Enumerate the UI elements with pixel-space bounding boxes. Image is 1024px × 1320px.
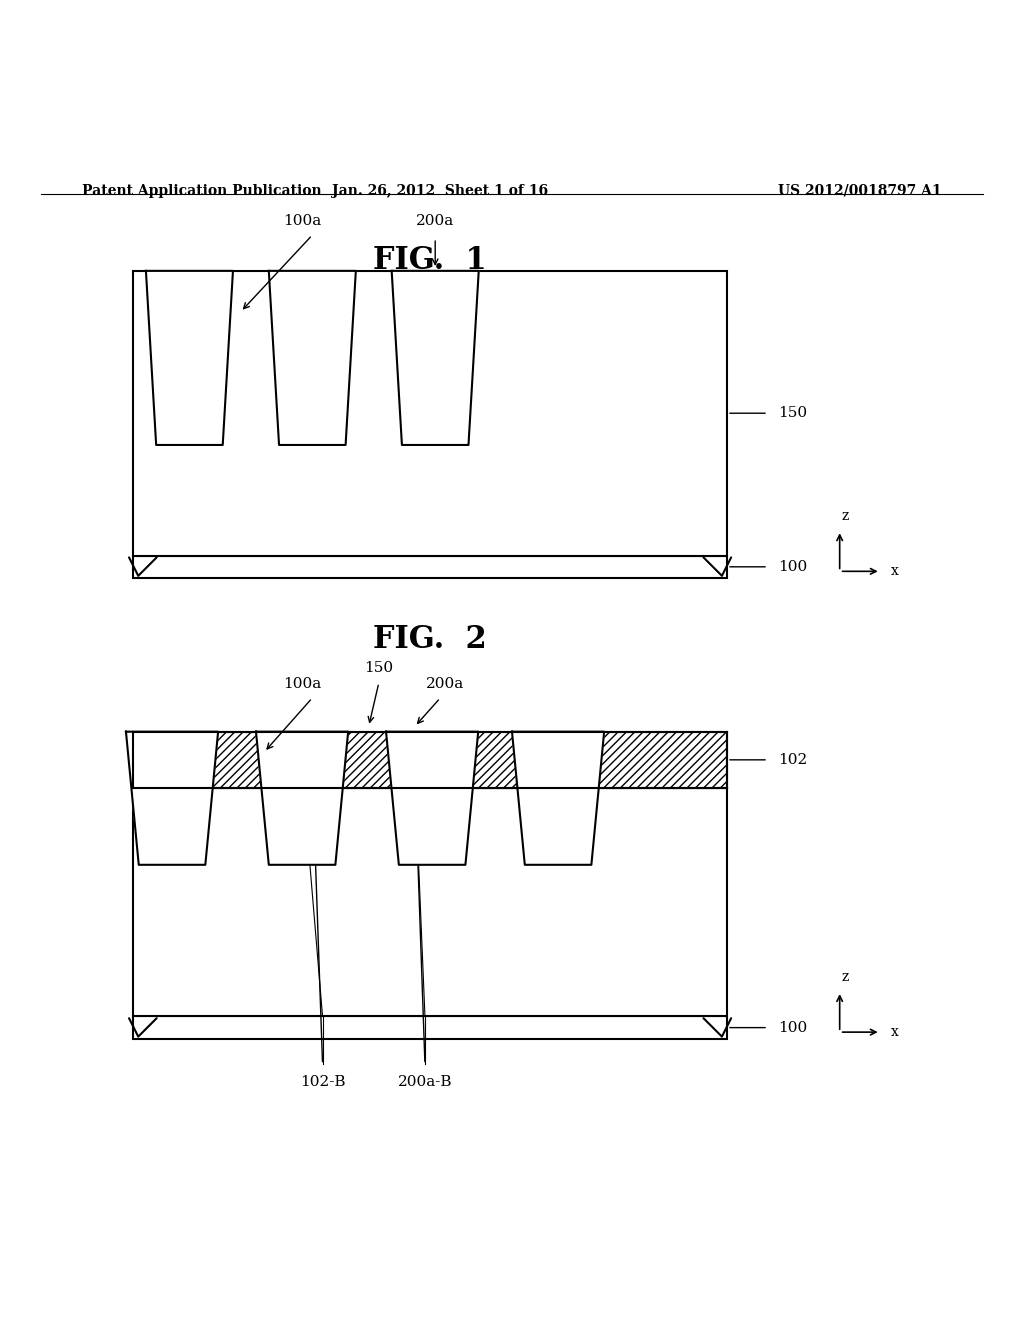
Polygon shape [256, 731, 348, 865]
Text: 150: 150 [778, 407, 807, 420]
Text: 102-B: 102-B [300, 1074, 345, 1089]
Text: 100: 100 [778, 1020, 808, 1035]
Text: 200a-B: 200a-B [397, 1074, 453, 1089]
Text: Jan. 26, 2012  Sheet 1 of 16: Jan. 26, 2012 Sheet 1 of 16 [332, 183, 549, 198]
Bar [133, 1016, 727, 1039]
Polygon shape [512, 731, 604, 865]
Text: z: z [841, 970, 849, 983]
Bar [133, 731, 727, 788]
Text: x: x [891, 1026, 899, 1039]
Text: US 2012/0018797 A1: US 2012/0018797 A1 [778, 183, 942, 198]
Text: Patent Application Publication: Patent Application Publication [82, 183, 322, 198]
Polygon shape [126, 731, 218, 865]
Polygon shape [386, 731, 478, 865]
Text: 100: 100 [778, 560, 808, 574]
FancyArrowPatch shape [312, 774, 323, 1061]
Polygon shape [391, 271, 478, 445]
Text: z: z [841, 510, 849, 523]
Bar [133, 271, 727, 556]
Polygon shape [145, 271, 233, 445]
Polygon shape [268, 271, 356, 445]
Text: 150: 150 [365, 661, 393, 676]
Bar [133, 788, 727, 1016]
Text: 100a: 100a [283, 677, 322, 690]
Text: 102: 102 [778, 752, 808, 767]
Text: FIG.  2: FIG. 2 [373, 624, 487, 655]
Text: 200a: 200a [416, 214, 455, 228]
Text: 100a: 100a [283, 214, 322, 228]
FancyBboxPatch shape [133, 556, 727, 578]
Text: x: x [891, 565, 899, 578]
Text: 200a: 200a [426, 677, 465, 690]
Text: FIG.  1: FIG. 1 [374, 246, 486, 276]
FancyArrowPatch shape [415, 774, 425, 1061]
